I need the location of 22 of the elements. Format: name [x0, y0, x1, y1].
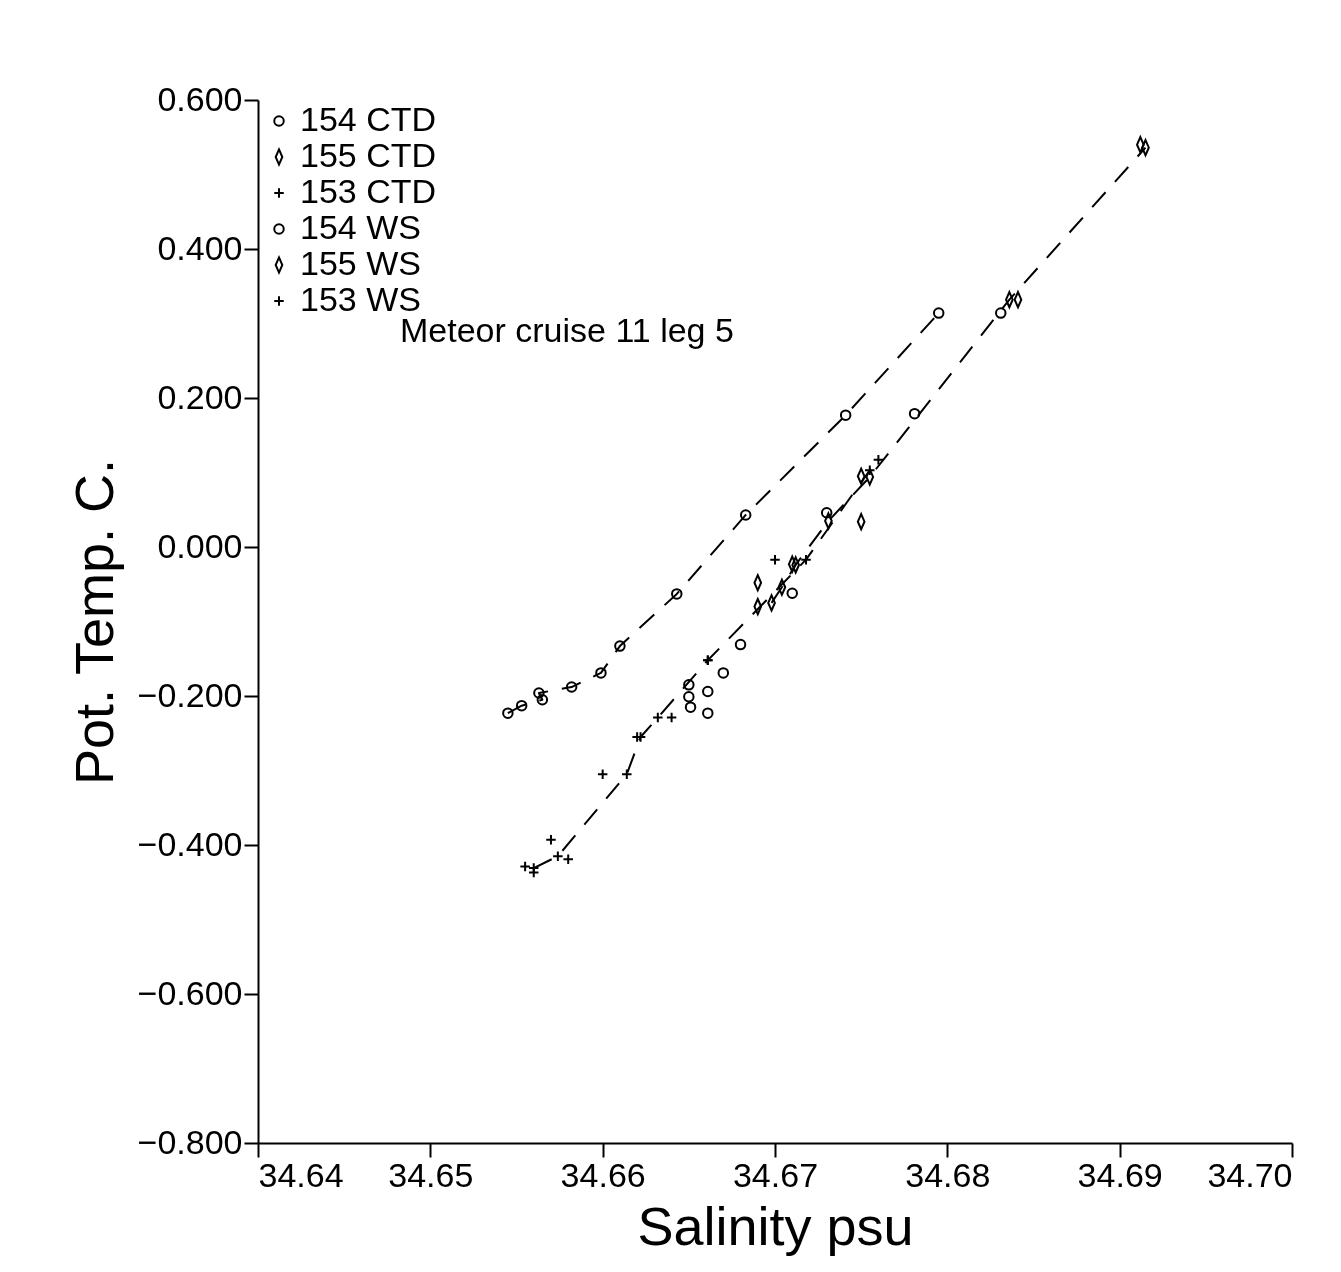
y-tick-label: −0.600	[137, 973, 243, 1012]
x-tick-label: 34.65	[388, 1155, 474, 1194]
x-tick-label: 34.68	[905, 1155, 991, 1194]
y-tick-label: −0.800	[137, 1122, 243, 1161]
x-tick-label: 34.70	[1207, 1155, 1293, 1194]
x-tick-label: 34.67	[732, 1155, 819, 1194]
x-tick-label: 34.64	[258, 1155, 344, 1194]
y-axis-title: Pot. Temp. C.	[63, 458, 124, 786]
legend-label: 154 WS	[300, 208, 421, 246]
x-tick-label: 34.66	[560, 1155, 646, 1194]
y-tick-label: 0.400	[157, 228, 243, 267]
y-tick-label: −0.400	[137, 824, 243, 863]
x-axis-title: Salinity psu	[637, 1195, 914, 1256]
y-tick-label: 0.000	[157, 526, 243, 565]
y-tick-label: 0.600	[157, 79, 243, 118]
y-tick-label: 0.200	[157, 377, 243, 416]
y-tick-label: −0.200	[137, 675, 243, 714]
legend-label: 154 CTD	[300, 100, 437, 138]
legend-label: 155 WS	[300, 244, 421, 282]
legend-label: 155 CTD	[300, 136, 437, 174]
x-tick-label: 34.69	[1077, 1155, 1163, 1194]
legend-label: 153 CTD	[300, 172, 437, 210]
